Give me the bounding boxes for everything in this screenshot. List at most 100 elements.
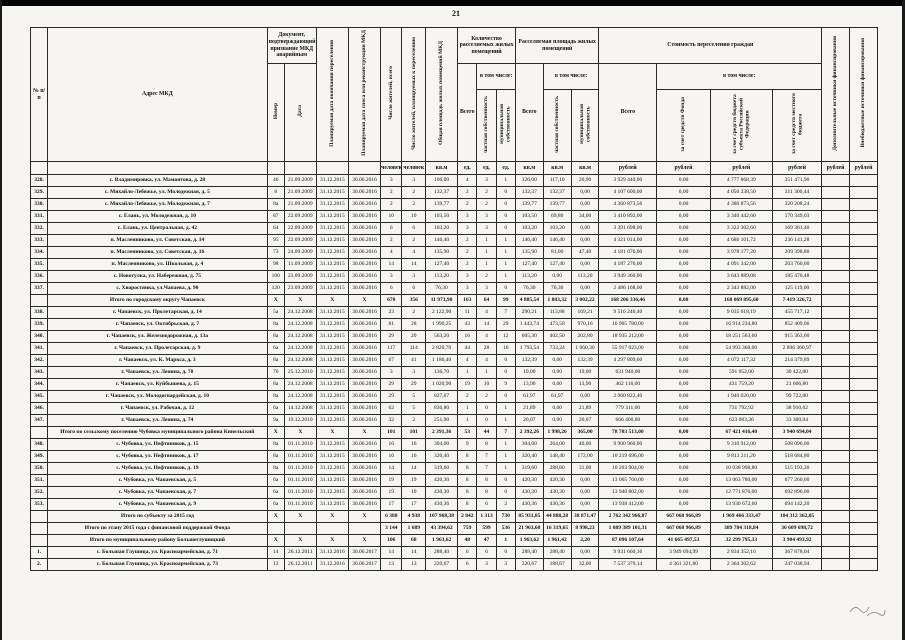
col-header-planned-end: Планируемая дата окончания переселения [315,27,349,162]
cell: 7 [495,306,516,319]
cell: 26.12.2011 [283,546,317,559]
cell: 30.06.2016 [347,390,382,403]
cell: 9 [495,378,516,391]
summary-row: Итого по этапу 2015 года с финансовой по… [29,522,879,535]
cell: 3 [380,366,403,379]
row-number-cell [29,426,49,439]
cell: 0 [495,390,516,403]
row-number-cell [29,510,49,523]
cell: 81 [380,318,403,331]
scan-border-top [0,0,905,6]
address-cell: г. Чапаевск, ул. Рабочая, д. 12 [47,402,268,415]
address-cell: г. Чапаевск, ул. Октябрьская, д. 7 [47,318,268,331]
cell: 13,90 [570,378,600,391]
cell: 16 [380,438,403,451]
cell: 113,20 [425,270,459,283]
cell: 1 [457,414,478,427]
cell: 6 [476,498,497,511]
cell: 29 [495,318,516,331]
cell: 2 [495,498,516,511]
cell [848,342,879,355]
cell: 43 394,62 [425,522,459,535]
cell: 99 [495,294,516,307]
cell: 16 905 780,00 [598,318,658,331]
cell: 6 [401,282,427,295]
cell: X [315,534,349,547]
col-header-cost-group: Стоимость переселения граждан [598,27,823,64]
cell: 48 [457,534,478,547]
cell: X [347,294,382,307]
cell [848,246,879,259]
cell: 420,30 [542,474,572,487]
row-number-cell: 330. [29,198,49,211]
cell: 19 [401,474,427,487]
cell: 132,37 [542,186,572,199]
table-row: 330. с. Михайло-Лебяжье, ул. Молодежная, … [29,198,879,211]
cell: 247 038,94 [771,558,823,571]
cell: 0,00 [570,390,600,403]
cell: 3 949 694,99 [656,546,711,559]
cell [821,390,850,403]
row-number-cell: 335. [29,258,49,271]
cell: 30.06.2016 [347,330,382,343]
cell: 2 [380,198,403,211]
address-cell: с. Елань, ул. Молодежная, д. 10 [47,210,268,223]
row-number-cell: 344. [29,378,49,391]
table-row: 353. с. Чубовка, ул. Чапаевская, д. 9 6а 01… [29,498,879,511]
cell [347,522,382,535]
cell: 236 141,28 [771,234,823,247]
cell: 26.12.2011 [283,558,317,571]
units-cell: человек [401,161,427,175]
cell: 9 813 211,20 [709,450,773,463]
cell: 0 [476,414,497,427]
cell: 8а [266,198,285,211]
cell: 3 [457,282,478,295]
cell: 16 [401,438,427,451]
table-row: 342. г. Чапаевск, ул. К. Маркса, д. 3 8а 24… [29,354,879,367]
cell: 10 [401,210,427,223]
cell: 2 [401,198,427,211]
cell [821,414,850,427]
table-row: 349. с. Чубовка, ул. Нефтяников, д. 17 8а 0… [29,450,879,463]
cell: 6а [266,498,285,511]
cell: 5 [401,390,427,403]
cell: 1 313 [476,510,497,523]
cell: 1 940 020,00 [709,390,773,403]
cell [848,522,879,535]
cell: 22.09.2009 [283,210,317,223]
cell: 125 119,00 [771,282,823,295]
cell: 3 [476,558,497,571]
cell: 2 [476,186,497,199]
cell: 389 784 318,84 [709,522,773,535]
address-cell: с. Владимировка, ул. Мамонтова, д. 28 [47,174,268,187]
cell: 3 [380,174,403,187]
cell [821,210,850,223]
cell: 1 [495,270,516,283]
col-header-area-private: частная собственность [542,89,572,162]
cell: 8 [457,486,478,499]
col-header-area-including: в том числе: [542,63,600,90]
cell: 103,50 [514,210,544,223]
cell: 76,30 [542,282,572,295]
cell [821,342,850,355]
units-cell: кв.м [425,161,459,175]
cell: 320 208,24 [771,198,823,211]
cell: 21,89 [570,402,600,415]
cell: 8 [476,486,497,499]
cell: 106 [380,534,403,547]
table-row: 347. г. Чапаевск, ул. Ленина, д. 74 9а 19.1… [29,414,879,427]
col-header-area-mkd: Общая площадь жилых помещений МКД [425,27,459,162]
cell: 0,00 [656,450,711,463]
cell: 0 [495,282,516,295]
row-number-cell: 341. [29,342,49,355]
page-number: 21 [452,9,460,18]
cell: 3 [476,210,497,223]
cell: 8 998,23 [570,522,600,535]
address-cell: Итого по муниципальному району Большеглу… [47,534,268,547]
cell: 30.06.2016 [347,258,382,271]
cell: 113,20 [514,270,544,283]
cell: 41 665 497,53 [656,534,711,547]
cell: 827,07 [425,390,459,403]
cell [821,294,850,307]
cell: 0,00 [656,486,711,499]
